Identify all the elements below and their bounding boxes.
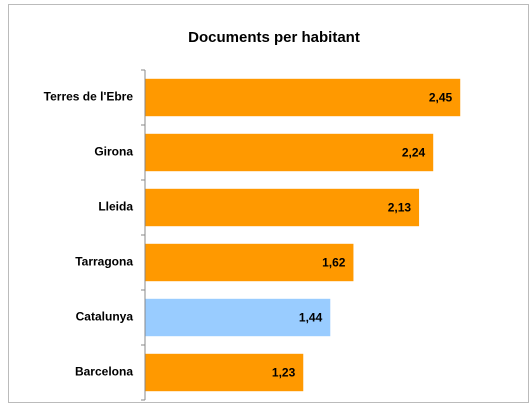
value-label: 2,24 bbox=[402, 146, 426, 160]
y-tick-label: Lleida bbox=[98, 200, 133, 214]
value-label: 2,45 bbox=[429, 91, 453, 105]
bar bbox=[145, 188, 420, 227]
y-tick-label: Tarragona bbox=[75, 255, 133, 269]
y-tick-label: Girona bbox=[94, 145, 133, 159]
value-label: 1,62 bbox=[322, 256, 346, 270]
value-label: 1,23 bbox=[272, 366, 296, 380]
bar bbox=[145, 298, 331, 337]
bar bbox=[145, 353, 304, 392]
y-tick-label: Terres de l'Ebre bbox=[44, 90, 134, 104]
chart-title: Documents per habitant bbox=[188, 29, 360, 46]
y-tick-label: Catalunya bbox=[76, 310, 134, 324]
value-label: 2,13 bbox=[388, 201, 412, 215]
bar bbox=[145, 133, 434, 172]
bar bbox=[145, 243, 354, 282]
bar bbox=[145, 78, 461, 117]
y-tick-label: Barcelona bbox=[75, 365, 133, 379]
value-label: 1,44 bbox=[299, 311, 323, 325]
